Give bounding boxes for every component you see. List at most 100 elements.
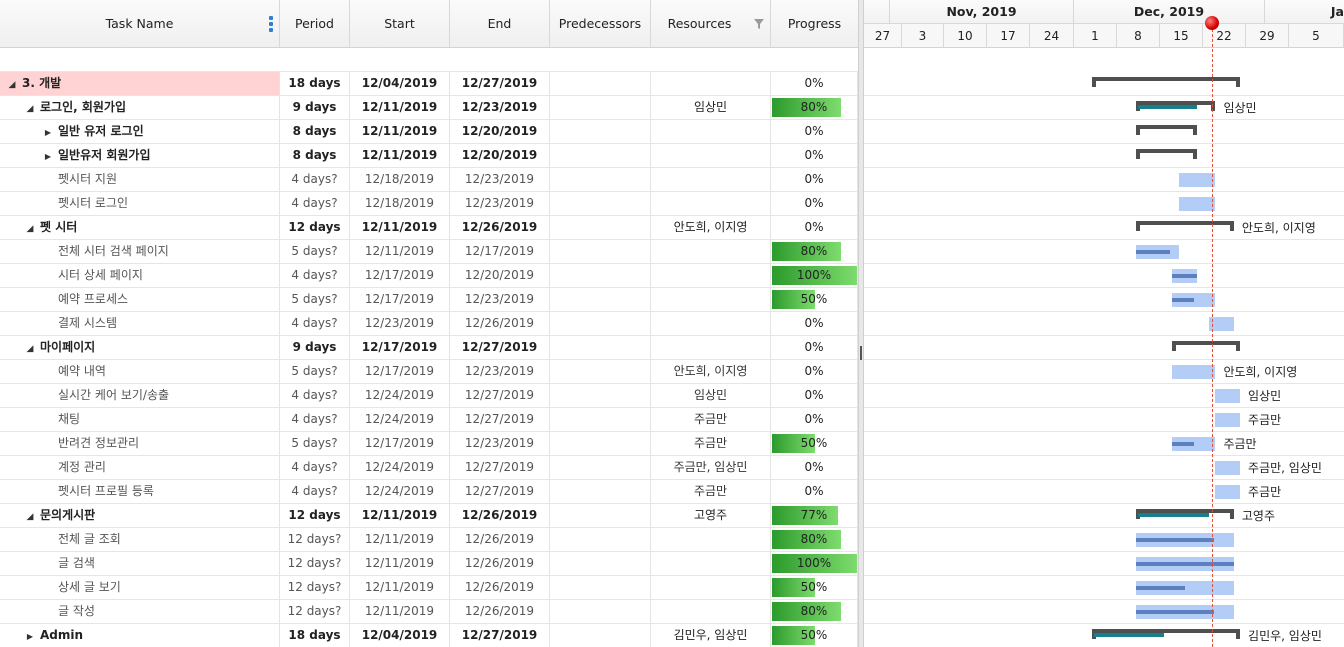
progress-cell[interactable]: 0% <box>771 480 858 503</box>
resources-cell[interactable] <box>651 288 771 311</box>
period-cell[interactable]: 5 days? <box>280 360 350 383</box>
expand-toggle-icon[interactable]: ▶ <box>26 632 34 641</box>
task-name-cell[interactable]: 계정 관리 <box>0 456 280 479</box>
column-header-start[interactable]: Start <box>350 0 450 47</box>
summary-bar[interactable] <box>1092 77 1241 87</box>
progress-cell[interactable]: 80% <box>771 600 858 623</box>
gantt-chart[interactable]: Nov, 2019 Dec, 2019 Ja 27 3 10 17 24 1 8 15 22 29… <box>864 0 1344 647</box>
table-row[interactable]: 펫시터 로그인 4 days? 12/18/2019 12/23/2019 0% <box>0 192 858 216</box>
collapse-toggle-icon[interactable]: ◢ <box>26 512 34 522</box>
start-date-cell[interactable]: 12/11/2019 <box>350 96 450 119</box>
resources-cell[interactable] <box>651 168 771 191</box>
start-date-cell[interactable]: 12/11/2019 <box>350 576 450 599</box>
predecessors-cell[interactable] <box>550 552 651 575</box>
progress-cell[interactable]: 80% <box>771 240 858 263</box>
start-date-cell[interactable]: 12/18/2019 <box>350 192 450 215</box>
table-row[interactable]: 결제 시스템 4 days? 12/23/2019 12/26/2019 0% <box>0 312 858 336</box>
column-header-period[interactable]: Period <box>280 0 350 47</box>
end-date-cell[interactable]: 12/23/2019 <box>450 96 550 119</box>
task-name-cell[interactable]: ◢ 마이페이지 <box>0 336 280 359</box>
collapse-toggle-icon[interactable]: ◢ <box>26 224 34 234</box>
task-bar[interactable] <box>1172 365 1216 379</box>
end-date-cell[interactable]: 12/27/2019 <box>450 336 550 359</box>
summary-bar[interactable] <box>1135 149 1197 159</box>
progress-cell[interactable]: 77% <box>771 504 858 527</box>
period-cell[interactable]: 12 days? <box>280 600 350 623</box>
task-name-cell[interactable]: ▶ 일반 유저 로그인 <box>0 120 280 143</box>
progress-cell[interactable]: 0% <box>771 336 858 359</box>
progress-cell[interactable]: 50% <box>771 288 858 311</box>
end-date-cell[interactable]: 12/27/2019 <box>450 480 550 503</box>
start-date-cell[interactable]: 12/24/2019 <box>350 384 450 407</box>
resources-cell[interactable] <box>651 192 771 215</box>
summary-bar[interactable] <box>1135 125 1197 135</box>
resources-cell[interactable] <box>651 264 771 287</box>
progress-cell[interactable]: 0% <box>771 408 858 431</box>
summary-bar[interactable] <box>1135 221 1235 231</box>
period-cell[interactable]: 12 days? <box>280 552 350 575</box>
table-row[interactable]: 펫시터 지원 4 days? 12/18/2019 12/23/2019 0% <box>0 168 858 192</box>
collapse-toggle-icon[interactable]: ◢ <box>8 80 16 90</box>
period-cell[interactable]: 5 days? <box>280 432 350 455</box>
column-menu-icon[interactable] <box>269 16 273 32</box>
start-date-cell[interactable]: 12/11/2019 <box>350 216 450 239</box>
predecessors-cell[interactable] <box>550 360 651 383</box>
resources-cell[interactable]: 주금만, 임상민 <box>651 456 771 479</box>
period-cell[interactable]: 4 days? <box>280 168 350 191</box>
column-header-predecessors[interactable]: Predecessors <box>550 0 651 47</box>
table-row[interactable]: ◢ 마이페이지 9 days 12/17/2019 12/27/2019 0% <box>0 336 858 360</box>
predecessors-cell[interactable] <box>550 504 651 527</box>
table-row[interactable]: 전체 시터 검색 페이지 5 days? 12/11/2019 12/17/2019 8… <box>0 240 858 264</box>
table-row[interactable]: 상세 글 보기 12 days? 12/11/2019 12/26/2019 50% <box>0 576 858 600</box>
summary-bar[interactable] <box>1092 629 1241 639</box>
task-bar[interactable] <box>1215 413 1241 427</box>
summary-bar[interactable] <box>1172 341 1241 351</box>
progress-cell[interactable]: 0% <box>771 72 858 95</box>
start-date-cell[interactable]: 12/24/2019 <box>350 456 450 479</box>
start-date-cell[interactable]: 12/04/2019 <box>350 624 450 647</box>
table-row[interactable]: ◢ 로그인, 회원가입 9 days 12/11/2019 12/23/2019 임상민 8… <box>0 96 858 120</box>
task-name-cell[interactable]: ▶ Admin <box>0 624 280 647</box>
predecessors-cell[interactable] <box>550 480 651 503</box>
predecessors-cell[interactable] <box>550 264 651 287</box>
start-date-cell[interactable]: 12/11/2019 <box>350 552 450 575</box>
task-name-cell[interactable]: ◢ 3. 개발 <box>0 72 280 95</box>
table-row[interactable]: 글 검색 12 days? 12/11/2019 12/26/2019 100% <box>0 552 858 576</box>
task-name-cell[interactable]: 펫시터 지원 <box>0 168 280 191</box>
pane-splitter[interactable] <box>858 0 864 647</box>
predecessors-cell[interactable] <box>550 168 651 191</box>
period-cell[interactable]: 4 days? <box>280 192 350 215</box>
predecessors-cell[interactable] <box>550 192 651 215</box>
task-name-cell[interactable]: 펫시터 프로필 등록 <box>0 480 280 503</box>
progress-cell[interactable]: 80% <box>771 528 858 551</box>
task-bar[interactable] <box>1172 293 1216 307</box>
resources-cell[interactable]: 고영주 <box>651 504 771 527</box>
predecessors-cell[interactable] <box>550 336 651 359</box>
start-date-cell[interactable]: 12/24/2019 <box>350 480 450 503</box>
period-cell[interactable]: 12 days <box>280 216 350 239</box>
predecessors-cell[interactable] <box>550 312 651 335</box>
task-bar[interactable] <box>1135 581 1234 595</box>
task-name-cell[interactable]: 반려견 정보관리 <box>0 432 280 455</box>
progress-cell[interactable]: 50% <box>771 576 858 599</box>
collapse-toggle-icon[interactable]: ◢ <box>26 344 34 354</box>
task-name-cell[interactable]: 채팅 <box>0 408 280 431</box>
column-header-end[interactable]: End <box>450 0 550 47</box>
start-date-cell[interactable]: 12/11/2019 <box>350 144 450 167</box>
end-date-cell[interactable]: 12/23/2019 <box>450 360 550 383</box>
period-cell[interactable]: 4 days? <box>280 480 350 503</box>
start-date-cell[interactable]: 12/18/2019 <box>350 168 450 191</box>
progress-cell[interactable]: 0% <box>771 384 858 407</box>
table-row[interactable]: 실시간 케어 보기/송출 4 days? 12/24/2019 12/27/2019 임… <box>0 384 858 408</box>
today-marker-icon[interactable] <box>1205 16 1219 30</box>
end-date-cell[interactable]: 12/27/2019 <box>450 408 550 431</box>
resources-cell[interactable] <box>651 600 771 623</box>
resources-cell[interactable] <box>651 312 771 335</box>
start-date-cell[interactable]: 12/17/2019 <box>350 432 450 455</box>
period-cell[interactable]: 4 days? <box>280 408 350 431</box>
progress-cell[interactable]: 0% <box>771 216 858 239</box>
progress-cell[interactable]: 0% <box>771 192 858 215</box>
predecessors-cell[interactable] <box>550 72 651 95</box>
end-date-cell[interactable]: 12/23/2019 <box>450 192 550 215</box>
predecessors-cell[interactable] <box>550 384 651 407</box>
